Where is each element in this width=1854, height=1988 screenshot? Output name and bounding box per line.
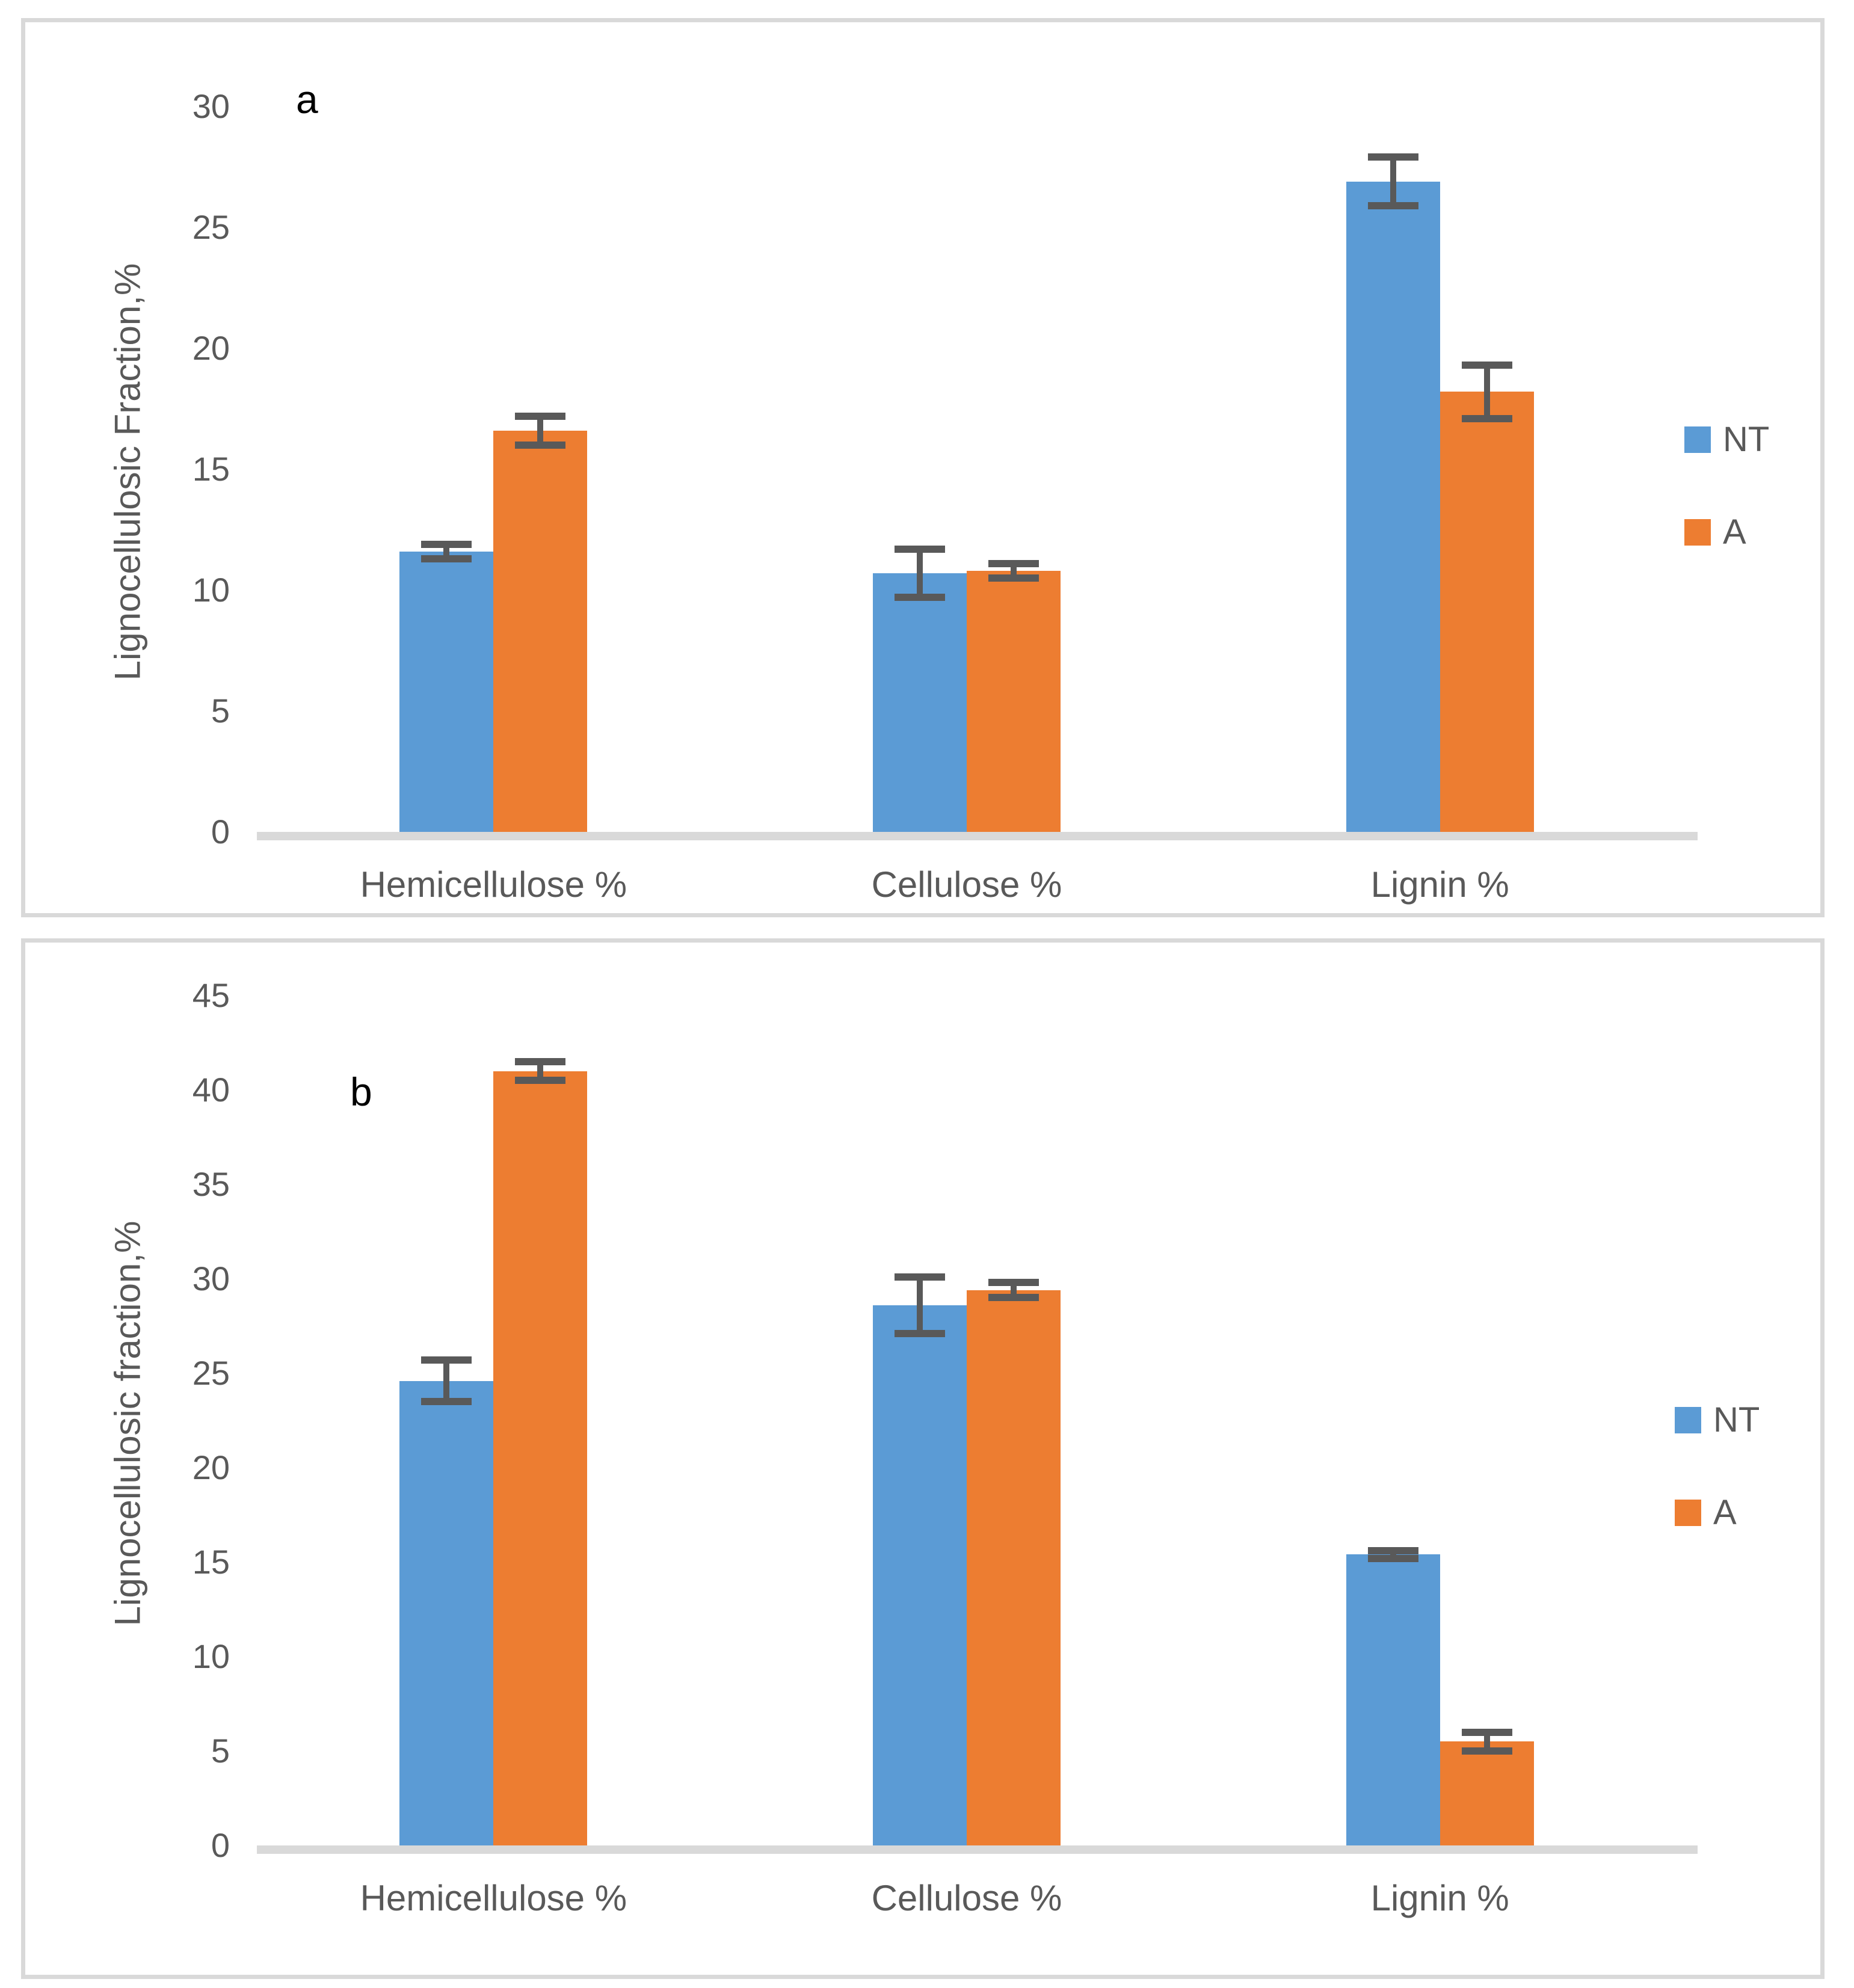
legend-item-a: A: [1675, 1495, 1760, 1530]
error-bar-bottom-cap: [988, 1294, 1039, 1302]
bar-nt-cellulose: [873, 1305, 967, 1845]
chart-panel-a: a Lignocellulosic Fraction,% 30 25 20 15 10 5 0 H…: [21, 18, 1825, 917]
legend-swatch-nt-icon: [1675, 1407, 1701, 1433]
y-axis-tick-label: 5: [211, 692, 230, 730]
bar-nt-hemicellulose: [399, 551, 494, 832]
bar-a-hemicellulose: [493, 430, 588, 832]
x-axis-line: [257, 1845, 1698, 1854]
error-bar-top-cap: [988, 559, 1039, 567]
error-bar-bottom-cap: [895, 1330, 945, 1338]
error-bar-line: [1011, 563, 1017, 578]
error-bar-top-cap: [895, 545, 945, 553]
error-bar-line: [917, 1276, 923, 1334]
y-axis-tick-label: 30: [192, 1260, 230, 1297]
legend-item-nt: NT: [1675, 1403, 1760, 1438]
error-bar-bottom-cap: [515, 1077, 566, 1085]
y-axis-tick-label: 25: [192, 208, 230, 246]
error-bar-bottom-cap: [988, 574, 1039, 582]
legend-swatch-a-icon: [1675, 1500, 1701, 1526]
chart-panel-b: b Lignocellulosic fraction,% 45 40 35 30 25 20 1…: [21, 938, 1825, 1979]
legend-item-nt: NT: [1684, 422, 1769, 457]
bar-a-hemicellulose: [493, 1071, 588, 1845]
error-bar-line: [1390, 1551, 1396, 1559]
x-category-label: Cellulose %: [871, 864, 1062, 905]
bar-nt-lignin: [1346, 1554, 1440, 1845]
error-bar-top-cap: [1367, 153, 1418, 161]
y-axis-tick-label: 10: [192, 571, 230, 609]
error-bar-bottom-cap: [421, 1398, 472, 1406]
error-bar-line: [1390, 157, 1396, 206]
legend-label: NT: [1713, 1400, 1760, 1439]
bar-a-lignin: [1440, 392, 1534, 832]
y-axis-tick-label: 30: [192, 87, 230, 125]
x-category-label: Hemicellulose %: [360, 864, 627, 905]
error-bar-top-cap: [1461, 362, 1512, 369]
bar-a-cellulose: [967, 570, 1061, 832]
legend-item-a: A: [1684, 515, 1769, 550]
error-bar-line: [1483, 1732, 1490, 1751]
legend-swatch-a-icon: [1684, 519, 1711, 546]
error-bar-top-cap: [1461, 1728, 1512, 1736]
legend: NT A: [1684, 422, 1769, 608]
y-axis-tick-label: 45: [192, 976, 230, 1014]
legend-swatch-nt-icon: [1684, 426, 1711, 453]
error-bar-line: [537, 1061, 544, 1081]
y-axis-tick-label: 15: [192, 1543, 230, 1581]
legend-label: NT: [1723, 420, 1770, 459]
error-bar-bottom-cap: [1367, 202, 1418, 209]
y-axis-tick-label: 10: [192, 1637, 230, 1675]
x-category-label: Cellulose %: [871, 1878, 1062, 1918]
error-bar-bottom-cap: [1367, 1554, 1418, 1562]
error-bar-line: [537, 416, 544, 445]
error-bar-bottom-cap: [895, 594, 945, 602]
panel-letter-label: a: [296, 77, 318, 122]
error-bar-line: [917, 549, 923, 598]
error-bar-top-cap: [421, 540, 472, 548]
bar-nt-lignin: [1346, 181, 1440, 832]
bar-nt-cellulose: [873, 573, 967, 832]
panel-letter-label: b: [350, 1069, 372, 1114]
error-bar-bottom-cap: [421, 555, 472, 562]
error-bar-bottom-cap: [515, 441, 566, 449]
error-bar-line: [443, 1360, 450, 1402]
error-bar-line: [443, 544, 450, 559]
y-axis-tick-label: 35: [192, 1165, 230, 1203]
x-category-label: Lignin %: [1370, 864, 1509, 905]
error-bar-top-cap: [421, 1356, 472, 1364]
y-axis-tick-label: 0: [211, 813, 230, 851]
y-axis-tick-label: 15: [192, 450, 230, 488]
y-axis-title: Lignocellulosic fraction,%: [107, 1220, 148, 1626]
legend-label: A: [1723, 512, 1746, 552]
bar-a-lignin: [1440, 1741, 1534, 1845]
bar-nt-hemicellulose: [399, 1380, 494, 1845]
bar-a-cellulose: [967, 1290, 1061, 1845]
error-bar-bottom-cap: [1461, 414, 1512, 422]
x-axis-line: [257, 832, 1698, 840]
error-bar-bottom-cap: [1461, 1747, 1512, 1755]
x-category-label: Lignin %: [1370, 1878, 1509, 1918]
y-axis-tick-label: 5: [211, 1732, 230, 1770]
y-axis-tick-label: 20: [192, 1448, 230, 1486]
y-axis-tick-label: 20: [192, 329, 230, 367]
legend: NT A: [1675, 1403, 1760, 1588]
error-bar-top-cap: [988, 1279, 1039, 1287]
error-bar-top-cap: [515, 412, 566, 420]
error-bar-top-cap: [515, 1057, 566, 1065]
y-axis-tick-label: 40: [192, 1071, 230, 1109]
legend-label: A: [1713, 1493, 1737, 1532]
error-bar-top-cap: [1367, 1547, 1418, 1555]
error-bar-line: [1483, 365, 1490, 419]
y-axis-tick-label: 25: [192, 1354, 230, 1392]
error-bar-line: [1011, 1282, 1017, 1298]
error-bar-top-cap: [895, 1273, 945, 1281]
y-axis-tick-label: 0: [211, 1826, 230, 1864]
x-category-label: Hemicellulose %: [360, 1878, 627, 1918]
